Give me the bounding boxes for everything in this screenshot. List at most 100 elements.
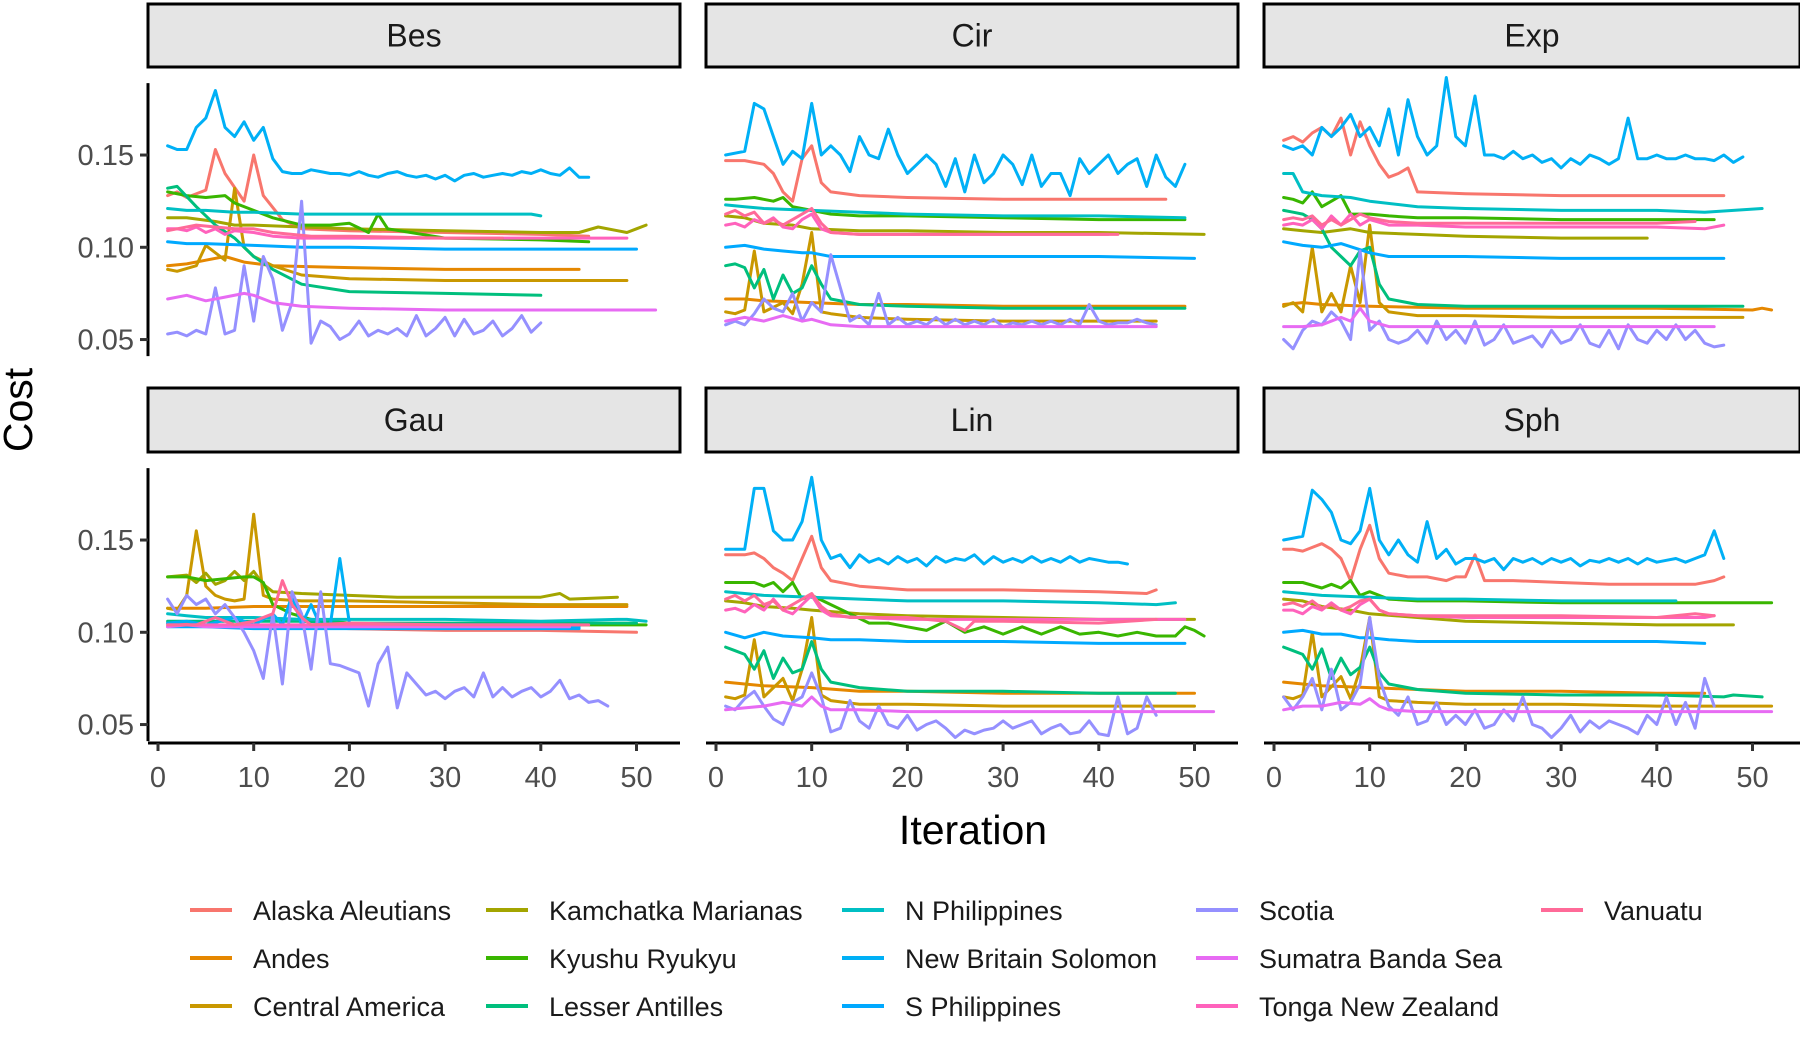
series-line-kamchatka-marianas [166, 216, 648, 234]
series-line-scotia [724, 671, 1158, 739]
legend-item-lesser-antilles: Lesser Antilles [486, 992, 723, 1022]
legend-item-new-britain-solomon: New Britain Solomon [842, 944, 1157, 974]
series-line-kamchatka-marianas [1282, 227, 1649, 240]
series-line-alaska-aleutians [724, 534, 1158, 595]
legend-label: N Philippines [905, 896, 1063, 926]
x-tick-label: 0 [1266, 762, 1282, 794]
series-line-new-britain-solomon [1282, 76, 1745, 170]
legend-item-alaska-aleutians: Alaska Aleutians [190, 896, 451, 926]
series-line-s-philippines [724, 243, 1196, 260]
series-line-lesser-antilles [724, 640, 1177, 695]
x-tick-label: 10 [1354, 762, 1386, 794]
strip-background [1262, 2, 1800, 69]
axis-titles: Cost Iteration [0, 367, 1047, 853]
x-axis-title: Iteration [899, 807, 1047, 853]
series-line-scotia [166, 590, 610, 710]
series-lines [724, 475, 1216, 739]
series-line-scotia [1282, 249, 1726, 351]
legend-label: Sumatra Banda Sea [1259, 944, 1503, 974]
legend-label: New Britain Solomon [905, 944, 1157, 974]
panel-cir: Cir [704, 2, 1240, 329]
series-line-lesser-antilles [166, 184, 543, 297]
strip-background [146, 2, 682, 69]
legend-label: Scotia [1259, 896, 1335, 926]
x-tick-label: 0 [150, 762, 166, 794]
strip-label: Bes [386, 18, 441, 54]
series-line-sumatra-banda-sea [724, 695, 1216, 714]
x-tick-label: 20 [333, 762, 365, 794]
panels: Bes 0.05 0.10 0.15 Cir Exp Gau 0.05 0.10 0.15 0 10 2… [78, 2, 1800, 794]
panel-gau: Gau 0.05 0.10 0.15 0 10 20 30 40 50 [78, 386, 682, 794]
series-line-vanuatu [166, 579, 591, 627]
series-line-s-philippines [166, 240, 638, 251]
x-tick-label: 10 [796, 762, 828, 794]
series-lines [166, 89, 658, 345]
legend-item-central-america: Central America [190, 992, 446, 1022]
x-tick-label: 10 [238, 762, 270, 794]
series-line-s-philippines [1282, 628, 1707, 645]
panel-exp: Exp [1262, 2, 1800, 351]
panel-sph: Sph 0 10 20 30 40 50 [1262, 386, 1800, 794]
series-line-andes [166, 255, 581, 271]
x-tick-label: 40 [1083, 762, 1115, 794]
series-line-vanuatu [1282, 597, 1716, 619]
strip-label: Cir [952, 18, 993, 54]
series-line-n-philippines [1282, 172, 1764, 214]
legend-label: Central America [253, 992, 446, 1022]
y-tick-label: 0.10 [78, 617, 134, 649]
strip-background [1262, 386, 1800, 454]
legend-label: Kamchatka Marianas [549, 896, 803, 926]
legend-item-vanuatu: Vanuatu [1541, 896, 1703, 926]
legend-item-tonga-new-zealand: Tonga New Zealand [1196, 992, 1499, 1022]
legend-label: Alaska Aleutians [253, 896, 451, 926]
x-tick-label: 20 [891, 762, 923, 794]
y-tick-label: 0.05 [78, 325, 134, 357]
strip-background [704, 386, 1240, 454]
series-lines [1282, 76, 1774, 351]
series-line-vanuatu [1282, 212, 1697, 227]
legend-label: Andes [253, 944, 330, 974]
legend-label: S Philippines [905, 992, 1061, 1022]
legend-item-n-philippines: N Philippines [842, 896, 1063, 926]
x-tick-label: 50 [620, 762, 652, 794]
series-line-vanuatu [724, 207, 1120, 236]
series-line-new-britain-solomon [724, 475, 1129, 570]
series-line-sumatra-banda-sea [166, 291, 658, 312]
y-tick-label: 0.05 [78, 710, 134, 742]
series-line-lesser-antilles [1282, 645, 1764, 699]
strip-label: Sph [1504, 402, 1561, 438]
series-line-vanuatu [166, 223, 504, 240]
x-tick-label: 50 [1178, 762, 1210, 794]
legend-label: Kyushu Ryukyu [549, 944, 737, 974]
series-line-tonga-new-zealand [1282, 212, 1726, 231]
legend-item-scotia: Scotia [1196, 896, 1335, 926]
panel-bes: Bes 0.05 0.10 0.15 [78, 2, 682, 357]
series-lines [724, 101, 1206, 329]
series-line-central-america [1282, 223, 1745, 319]
series-line-kamchatka-marianas [1282, 597, 1735, 627]
legend: Alaska Aleutians Andes Central America Kamc… [190, 896, 1703, 1022]
y-tick-label: 0.10 [78, 232, 134, 264]
strip-label: Lin [951, 402, 994, 438]
legend-label: Lesser Antilles [549, 992, 723, 1022]
series-line-kamchatka-marianas [166, 569, 619, 601]
series-line-kyushu-ryukyu [1282, 579, 1774, 605]
series-line-andes [166, 605, 629, 610]
series-line-n-philippines [1282, 590, 1678, 603]
series-line-andes [1282, 301, 1774, 312]
series-line-new-britain-solomon [1282, 486, 1726, 572]
strip-background [146, 386, 682, 454]
series-line-sumatra-banda-sea [1282, 697, 1774, 714]
series-lines [1282, 486, 1774, 739]
x-tick-label: 30 [1545, 762, 1577, 794]
series-line-n-philippines [724, 203, 1187, 220]
y-axis-title: Cost [0, 367, 41, 452]
x-tick-label: 30 [987, 762, 1019, 794]
series-line-alaska-aleutians [724, 144, 1168, 203]
panel-lin: Lin 0 10 20 30 40 50 [704, 386, 1240, 794]
x-tick-label: 0 [708, 762, 724, 794]
legend-item-s-philippines: S Philippines [842, 992, 1061, 1022]
series-line-sumatra-banda-sea [1282, 306, 1716, 329]
legend-label: Tonga New Zealand [1259, 992, 1499, 1022]
